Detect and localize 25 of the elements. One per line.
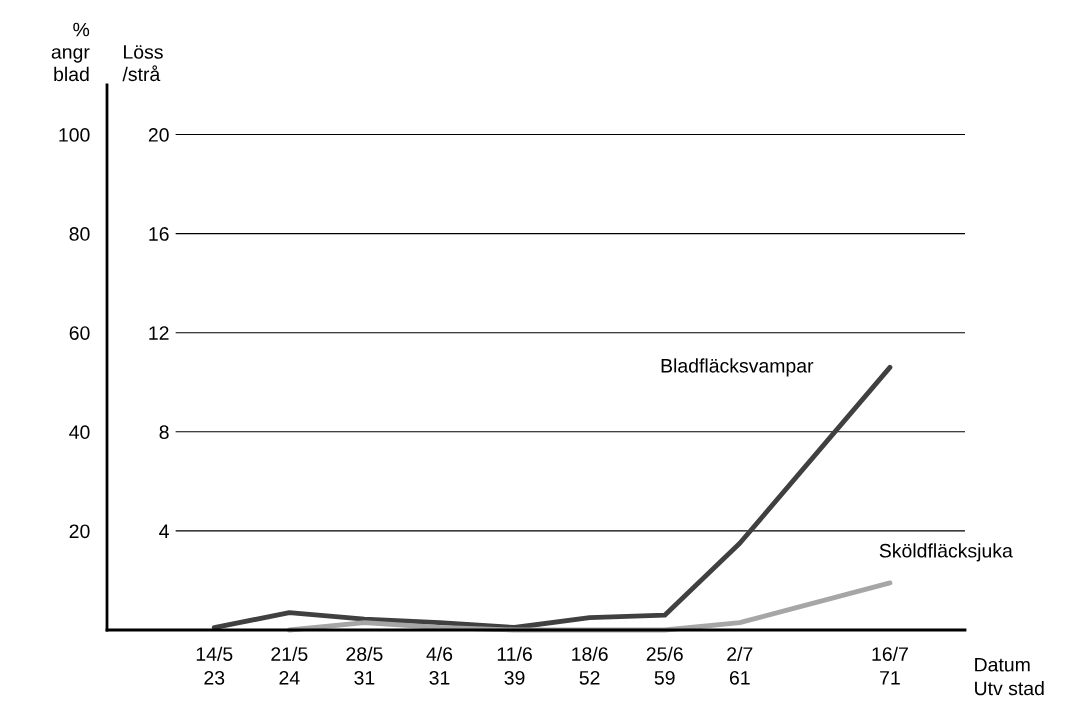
line-series bbox=[286, 580, 893, 633]
y-tick-label: 40 bbox=[69, 425, 90, 440]
x-tick-label: 2/7 61 bbox=[727, 646, 753, 685]
y2-tick-label: 4 bbox=[159, 524, 169, 538]
y2-tick-label: 20 bbox=[148, 128, 169, 142]
text: Bladfläcksvampar bbox=[661, 358, 814, 377]
x-tick-label: 21/5 24 bbox=[271, 646, 308, 685]
x-tick-label: 4/6 31 bbox=[426, 646, 453, 685]
x-tick-label: 25/6 59 bbox=[646, 646, 683, 685]
x-tick-label: 14/5 23 bbox=[196, 646, 233, 685]
y-axis-title: % angr blad bbox=[51, 22, 90, 82]
x-axis-title: Datum Utv stad bbox=[975, 657, 1044, 696]
x-tick-label: 18/6 52 bbox=[572, 646, 608, 685]
y-tick-label: 20 bbox=[69, 524, 90, 539]
x-tick-label: 28/5 31 bbox=[346, 646, 383, 685]
x-tick-label: 11/6 39 bbox=[497, 646, 532, 685]
y2-tick-label: 8 bbox=[159, 425, 169, 440]
y2-axis-title: Löss /strå bbox=[122, 45, 163, 82]
y-tick-label: 80 bbox=[69, 227, 90, 241]
x-tick-label: 16/7 71 bbox=[872, 646, 908, 685]
series-label: Sköldfläcksjuka bbox=[879, 543, 1013, 562]
y-tick-label: 100 bbox=[59, 128, 90, 142]
y2-tick-label: 12 bbox=[149, 326, 169, 340]
y2-tick-label: 16 bbox=[149, 227, 169, 241]
y-tick-label: 60 bbox=[69, 326, 90, 340]
